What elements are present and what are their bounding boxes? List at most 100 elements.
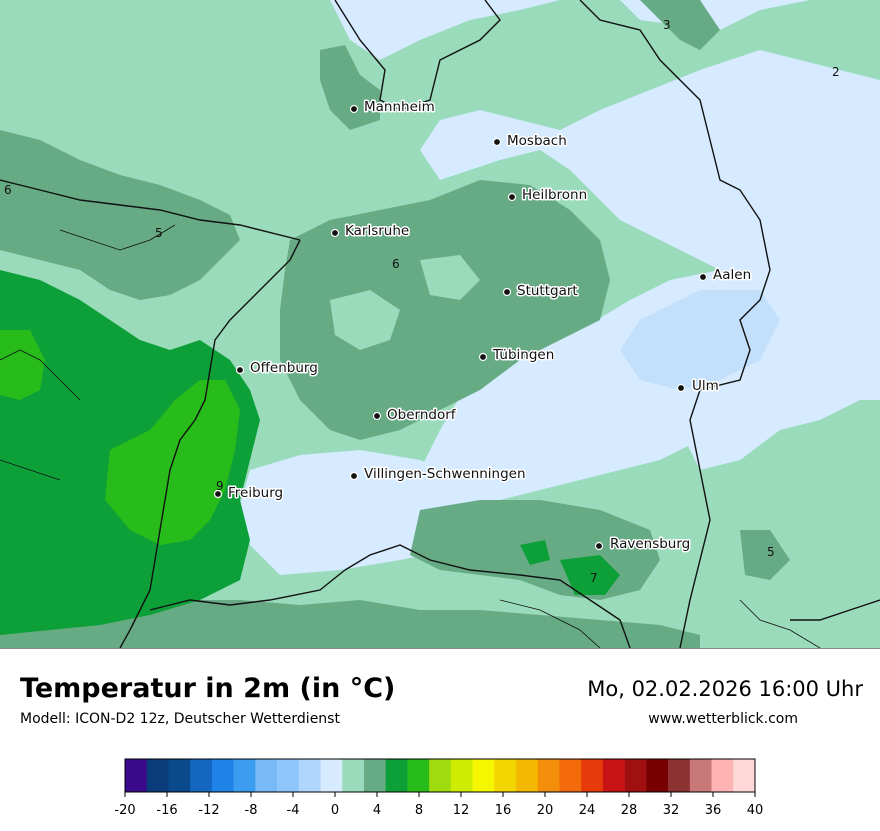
- borders: [0, 0, 880, 648]
- city-label: Karlsruhe: [345, 223, 409, 239]
- legend-swatch: [255, 759, 278, 792]
- isotherm-label: 9: [216, 479, 224, 493]
- legend-swatches: [124, 758, 756, 793]
- city-marker-icon: [213, 489, 223, 499]
- city-marker-icon: [235, 365, 245, 375]
- legend-tick-label: -12: [198, 803, 219, 818]
- isotherm-label: 6: [392, 257, 400, 271]
- legend-swatch: [298, 759, 321, 792]
- legend-swatch: [429, 759, 452, 792]
- city-marker-icon: [507, 192, 517, 202]
- city-ulm[interactable]: Ulm: [676, 377, 720, 396]
- legend-swatch: [125, 759, 148, 792]
- city-label: Villingen-Schwenningen: [364, 466, 526, 482]
- city-freiburg[interactable]: Freiburg: [213, 484, 285, 503]
- legend-swatch: [407, 759, 430, 792]
- legend-swatch: [472, 759, 495, 792]
- legend-swatch: [624, 759, 647, 792]
- legend-border: [124, 758, 756, 793]
- city-mosbach[interactable]: Mosbach: [492, 132, 568, 151]
- color-legend: -20 -16 -12 -8 -4 0 4 8 12 16 20 24 28 32 36 40: [114, 758, 763, 818]
- legend-swatch: [190, 759, 213, 792]
- legend-swatch: [689, 759, 712, 792]
- isotherm-labels: 3 2 6 5 6 9 7 5: [4, 18, 840, 585]
- isotherm-label: 6: [4, 183, 12, 197]
- isotherm-label: 5: [155, 226, 163, 240]
- legend-tick-label: 24: [579, 803, 596, 818]
- city-label: Ulm: [692, 378, 719, 394]
- legend-swatch: [733, 759, 756, 792]
- legend-swatch: [277, 759, 300, 792]
- legend-swatch: [516, 759, 539, 792]
- legend-tick-label: -4: [287, 803, 300, 818]
- legend-tick-label: -8: [245, 803, 258, 818]
- legend-tick-label: 8: [415, 803, 423, 818]
- model-info: Modell: ICON-D2 12z, Deutscher Wetterdie…: [20, 711, 340, 727]
- legend-swatch: [559, 759, 582, 792]
- city-label: Mosbach: [507, 133, 567, 149]
- city-label: Oberndorf: [387, 407, 457, 423]
- city-marker-icon: [372, 411, 382, 421]
- legend-tick-label: 4: [373, 803, 381, 818]
- city-marker-icon: [502, 287, 512, 297]
- forecast-datetime: Mo, 02.02.2026 16:00 Uhr: [587, 677, 863, 701]
- city-marker-icon: [492, 137, 502, 147]
- legend-tick-label: -20: [114, 803, 135, 818]
- legend-swatch: [581, 759, 604, 792]
- legend-swatch: [494, 759, 517, 792]
- city-marker-icon: [676, 383, 686, 393]
- city-label: Offenburg: [250, 360, 318, 376]
- city-label: Stuttgart: [517, 283, 578, 299]
- city-villingen-schwenningen[interactable]: Villingen-Schwenningen: [349, 465, 527, 484]
- legend-swatch: [711, 759, 734, 792]
- legend-swatch: [646, 759, 669, 792]
- city-heilbronn[interactable]: Heilbronn: [507, 186, 589, 205]
- legend-tick-label: 32: [663, 803, 680, 818]
- city-label: Freiburg: [228, 485, 283, 501]
- city-aalen[interactable]: Aalen: [698, 266, 753, 285]
- map-title: Temperatur in 2m (in °C): [20, 673, 396, 704]
- city-label: Tübingen: [492, 347, 554, 363]
- isotherm-label: 3: [663, 18, 671, 32]
- temp-zone-coldest-east: [620, 290, 780, 390]
- legend-swatch: [602, 759, 625, 792]
- website-link[interactable]: www.wetterblick.com: [648, 711, 798, 727]
- cities: Mannheim Mosbach Heilbronn Karlsruhe Stu…: [213, 98, 753, 554]
- legend-swatch: [233, 759, 256, 792]
- legend-swatch: [320, 759, 343, 792]
- city-oberndorf[interactable]: Oberndorf: [372, 406, 458, 425]
- city-label: Heilbronn: [522, 187, 587, 203]
- city-label: Mannheim: [364, 99, 435, 115]
- map-footer: Temperatur in 2m (in °C) Modell: ICON-D2…: [0, 648, 880, 831]
- city-marker-icon: [349, 471, 359, 481]
- legend-swatch: [342, 759, 365, 792]
- city-mannheim[interactable]: Mannheim: [349, 98, 436, 117]
- city-marker-icon: [349, 104, 359, 114]
- city-offenburg[interactable]: Offenburg: [235, 359, 319, 378]
- city-karlsruhe[interactable]: Karlsruhe: [330, 222, 411, 241]
- legend-swatch: [168, 759, 191, 792]
- city-marker-icon: [330, 228, 340, 238]
- legend-tick-label: 36: [705, 803, 722, 818]
- city-label: Ravensburg: [610, 536, 690, 552]
- legend-tick-label: 12: [453, 803, 470, 818]
- legend-swatch: [668, 759, 691, 792]
- legend-ticks: -20 -16 -12 -8 -4 0 4 8 12 16 20 24 28 32 36 40: [114, 792, 763, 818]
- city-stuttgart[interactable]: Stuttgart: [502, 282, 579, 301]
- isotherm-label: 5: [767, 545, 775, 559]
- legend-swatch: [450, 759, 473, 792]
- isotherm-label: 7: [590, 571, 598, 585]
- isotherm-label: 2: [832, 65, 840, 79]
- city-marker-icon: [698, 272, 708, 282]
- legend-swatch: [363, 759, 386, 792]
- temp-zone-texture: [330, 255, 480, 350]
- city-tuebingen[interactable]: Tübingen: [478, 346, 556, 365]
- legend-tick-label: 28: [621, 803, 638, 818]
- legend-swatch: [211, 759, 234, 792]
- temperature-map: 3 2 6 5 6 9 7 5 Mannheim Mosbach Heilbro…: [0, 0, 880, 648]
- legend-swatch: [537, 759, 560, 792]
- legend-tick-label: 40: [747, 803, 764, 818]
- legend-tick-label: 20: [537, 803, 554, 818]
- city-ravensburg[interactable]: Ravensburg: [594, 535, 692, 554]
- legend-tick-label: -16: [156, 803, 177, 818]
